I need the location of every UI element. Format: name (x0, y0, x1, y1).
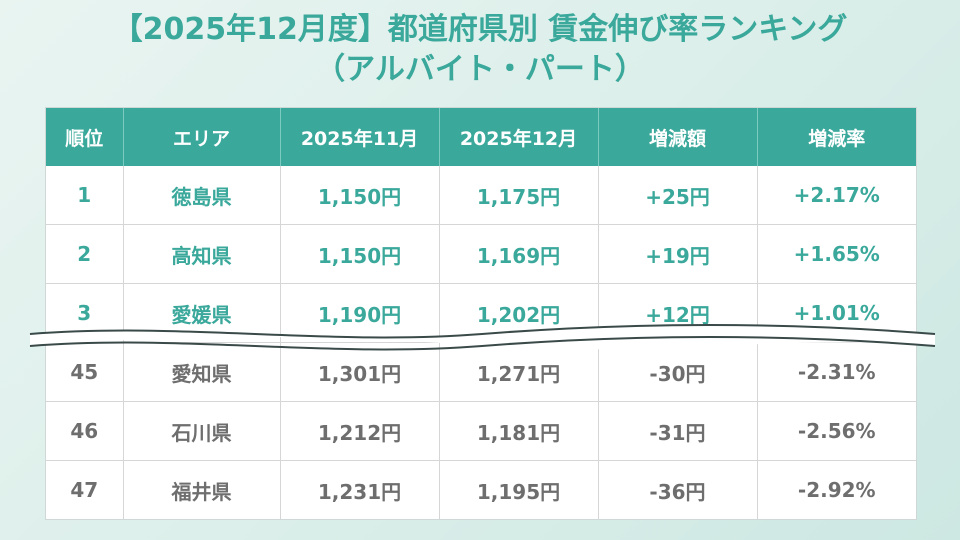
cell-rank: 2 (46, 224, 124, 284)
header-area: エリア (123, 108, 281, 166)
header-rate: 増減率 (757, 108, 916, 166)
table-row: 46 石川県 1,212円 1,181円 -31円 -2.56% (46, 401, 916, 461)
cell-rate: +1.65% (757, 224, 916, 284)
cell-nov: 1,231円 (280, 460, 440, 519)
table-break-separator (29, 324, 936, 351)
header-dec: 2025年12月 (439, 108, 599, 166)
ranking-table: 順位 エリア 2025年11月 2025年12月 増減額 増減率 1 徳島県 1… (45, 107, 917, 520)
cell-rate: -2.31% (757, 342, 916, 402)
cell-rank: 45 (46, 342, 124, 402)
cell-area: 愛知県 (123, 342, 281, 402)
cell-rank: 46 (46, 401, 124, 461)
title-line-1: 【2025年12月度】都道府県別 賃金伸び率ランキング (112, 12, 848, 47)
cell-nov: 1,150円 (280, 224, 440, 284)
break-band (30, 325, 935, 350)
cell-area: 高知県 (123, 224, 281, 284)
table-row: 2 高知県 1,150円 1,169円 +19円 +1.65% (46, 224, 916, 284)
cell-nov: 1,212円 (280, 401, 440, 461)
cell-dec: 1,181円 (439, 401, 599, 461)
table-header-row: 順位 エリア 2025年11月 2025年12月 増減額 増減率 (46, 108, 916, 166)
header-rank: 順位 (46, 108, 124, 166)
cell-nov: 1,150円 (280, 166, 440, 225)
cell-dec: 1,271円 (439, 342, 599, 402)
cell-dec: 1,195円 (439, 460, 599, 519)
cell-area: 徳島県 (123, 166, 281, 225)
cell-rate: -2.56% (757, 401, 916, 461)
cell-diff: -36円 (598, 460, 758, 519)
cell-diff: -30円 (598, 342, 758, 402)
cell-rank: 47 (46, 460, 124, 519)
cell-area: 福井県 (123, 460, 281, 519)
break-line-lower (29, 336, 936, 351)
cell-diff: +19円 (598, 224, 758, 284)
header-nov: 2025年11月 (280, 108, 440, 166)
cell-rate: -2.92% (797, 478, 876, 502)
table-row: 1 徳島県 1,150円 1,175円 +25円 +2.17% (46, 166, 916, 225)
cell-nov: 1,301円 (280, 342, 440, 402)
cell-rank: 1 (46, 166, 124, 225)
cell-area: 石川県 (123, 401, 281, 461)
page-title: 【2025年12月度】都道府県別 賃金伸び率ランキング （アルバイト・パート） (0, 10, 960, 90)
cell-rate: +2.17% (757, 166, 916, 225)
cell-diff: -31円 (598, 401, 758, 461)
cell-nov: 1,190円 (280, 283, 440, 343)
header-diff: 増減額 (598, 108, 758, 166)
cell-dec: 1,175円 (439, 166, 599, 225)
cell-diff: +25円 (598, 166, 758, 225)
table-row: 47 福井県 1,231円 1,195円 -36円 -2.92% (46, 460, 916, 519)
break-line-upper (29, 324, 936, 339)
title-line-2: （アルバイト・パート） (315, 52, 645, 87)
cell-dec: 1,169円 (439, 224, 599, 284)
table-row: 45 愛知県 1,301円 1,271円 -30円 -2.31% (46, 342, 916, 402)
